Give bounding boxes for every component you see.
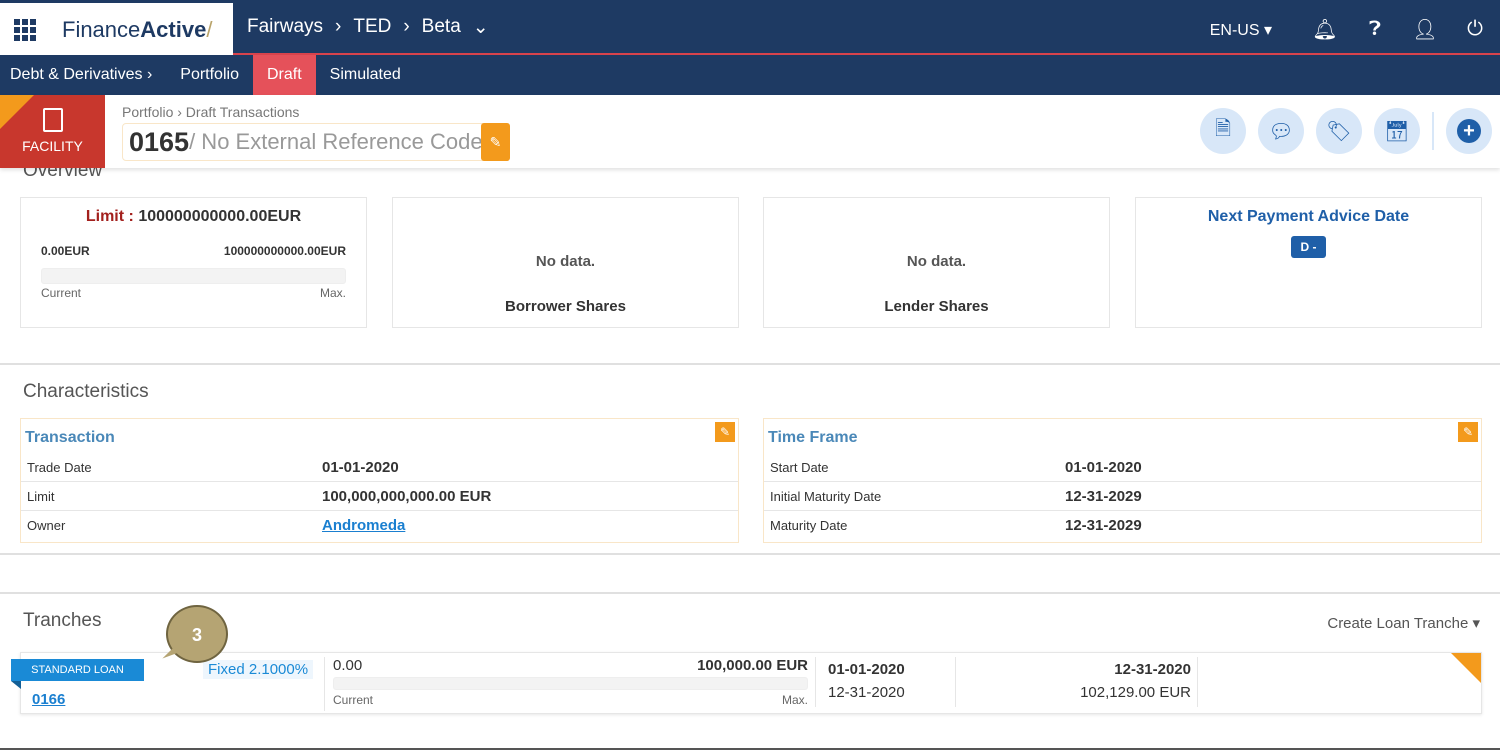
nav-simulated[interactable]: Simulated [329, 66, 401, 83]
divider [0, 748, 1500, 750]
comment-icon[interactable]: 💬︎ [1258, 108, 1304, 154]
edit-transaction-button[interactable]: ✎ [715, 422, 735, 442]
tranche-type-badge: STANDARD LOAN [11, 659, 144, 681]
tranche-progress-bar [333, 677, 808, 690]
row-initial-maturity: Initial Maturity Date 12-31-2029 [764, 482, 1481, 511]
document-icon[interactable]: 🗎 [1200, 108, 1246, 154]
status-corner [0, 95, 34, 129]
row-start-date: Start Date 01-01-2020 [764, 453, 1481, 482]
power-icon[interactable]: ⏻ [1467, 18, 1483, 40]
crumb-fairways[interactable]: Fairways [247, 16, 324, 37]
calendar-icon[interactable]: 📅︎ [1374, 108, 1420, 154]
transaction-code: 0165 [129, 126, 190, 157]
owner-link[interactable]: Andromeda [322, 517, 406, 534]
tranche-row: STANDARD LOAN Fixed 2.1000% 0166 0.00 100… [11, 652, 1482, 714]
context-breadcrumb: Fairways › TED › Beta ⌄ [247, 16, 489, 38]
brand-logo: FinanceActive/ [62, 16, 213, 42]
divider [1432, 112, 1434, 150]
module-nav: Debt & Derivatives › Portfolio Draft Sim… [0, 55, 1500, 95]
logo-area: FinanceActive/ [0, 3, 233, 56]
limit-card: Limit : 100000000000.00EUR 0.00EUR 100000… [20, 197, 367, 328]
payment-advice-card: Next Payment Advice Date D - [1135, 197, 1482, 328]
time-frame-panel: Time Frame ✎ Start Date 01-01-2020 Initia… [763, 418, 1482, 543]
crumb-ted[interactable]: TED [353, 16, 392, 37]
edit-time-frame-button[interactable]: ✎ [1458, 422, 1478, 442]
language-select[interactable]: EN-US ▾ [1209, 21, 1272, 39]
row-maturity: Maturity Date 12-31-2029 [770, 517, 1142, 534]
limit-progress-bar [41, 268, 346, 284]
row-owner: Owner Andromeda [27, 517, 406, 534]
transaction-header: FACILITY Portfolio › Draft Transactions … [0, 95, 1500, 168]
tag-icon[interactable]: 🏷︎ [1316, 108, 1362, 154]
add-icon[interactable]: + [1446, 108, 1492, 154]
facility-badge: FACILITY [0, 95, 105, 168]
divider [0, 553, 1500, 555]
chevron-down-icon[interactable]: ⌄ [472, 17, 489, 38]
create-loan-tranche-button[interactable]: Create Loan Tranche ▾ [1327, 615, 1480, 632]
help-icon[interactable]: ❓︎ [1368, 18, 1382, 40]
top-bar: FinanceActive/ Fairways › TED › Beta ⌄ EN-U… [0, 0, 1500, 56]
characteristics-title: Characteristics [23, 381, 149, 402]
nav-debt-derivatives[interactable]: Debt & Derivatives › [10, 66, 153, 83]
row-trade-date: Trade Date 01-01-2020 [21, 453, 738, 482]
status-corner [1451, 653, 1481, 683]
breadcrumb[interactable]: Portfolio › Draft Transactions [122, 104, 300, 120]
row-limit: Limit 100,000,000,000.00 EUR [21, 482, 738, 511]
facility-icon [42, 108, 63, 132]
user-icon[interactable]: 👤︎ [1412, 19, 1438, 41]
tranches-title: Tranches [23, 610, 102, 631]
apps-grid-icon[interactable] [14, 18, 36, 41]
payment-date-badge: D - [1291, 236, 1326, 258]
rate-label: Fixed 2.1000% [203, 660, 314, 679]
transaction-panel: Transaction ✎ Trade Date 01-01-2020 Limit… [20, 418, 739, 543]
nav-draft[interactable]: Draft [252, 55, 316, 95]
reference-field: 0165 / No External Reference Code ✎ [122, 123, 510, 161]
nav-portfolio[interactable]: Portfolio [180, 66, 239, 83]
bell-icon[interactable]: 🔔︎ [1312, 19, 1338, 41]
crumb-beta[interactable]: Beta [421, 16, 461, 37]
borrower-shares-card: No data. Borrower Shares [392, 197, 739, 328]
external-reference: / No External Reference Code [189, 129, 483, 154]
step-callout: 3 [166, 605, 228, 663]
lender-shares-card: No data. Lender Shares [763, 197, 1110, 328]
divider [0, 592, 1500, 594]
edit-reference-button[interactable]: ✎ [481, 123, 510, 161]
divider [0, 363, 1500, 365]
tranche-code-link[interactable]: 0166 [32, 691, 66, 708]
